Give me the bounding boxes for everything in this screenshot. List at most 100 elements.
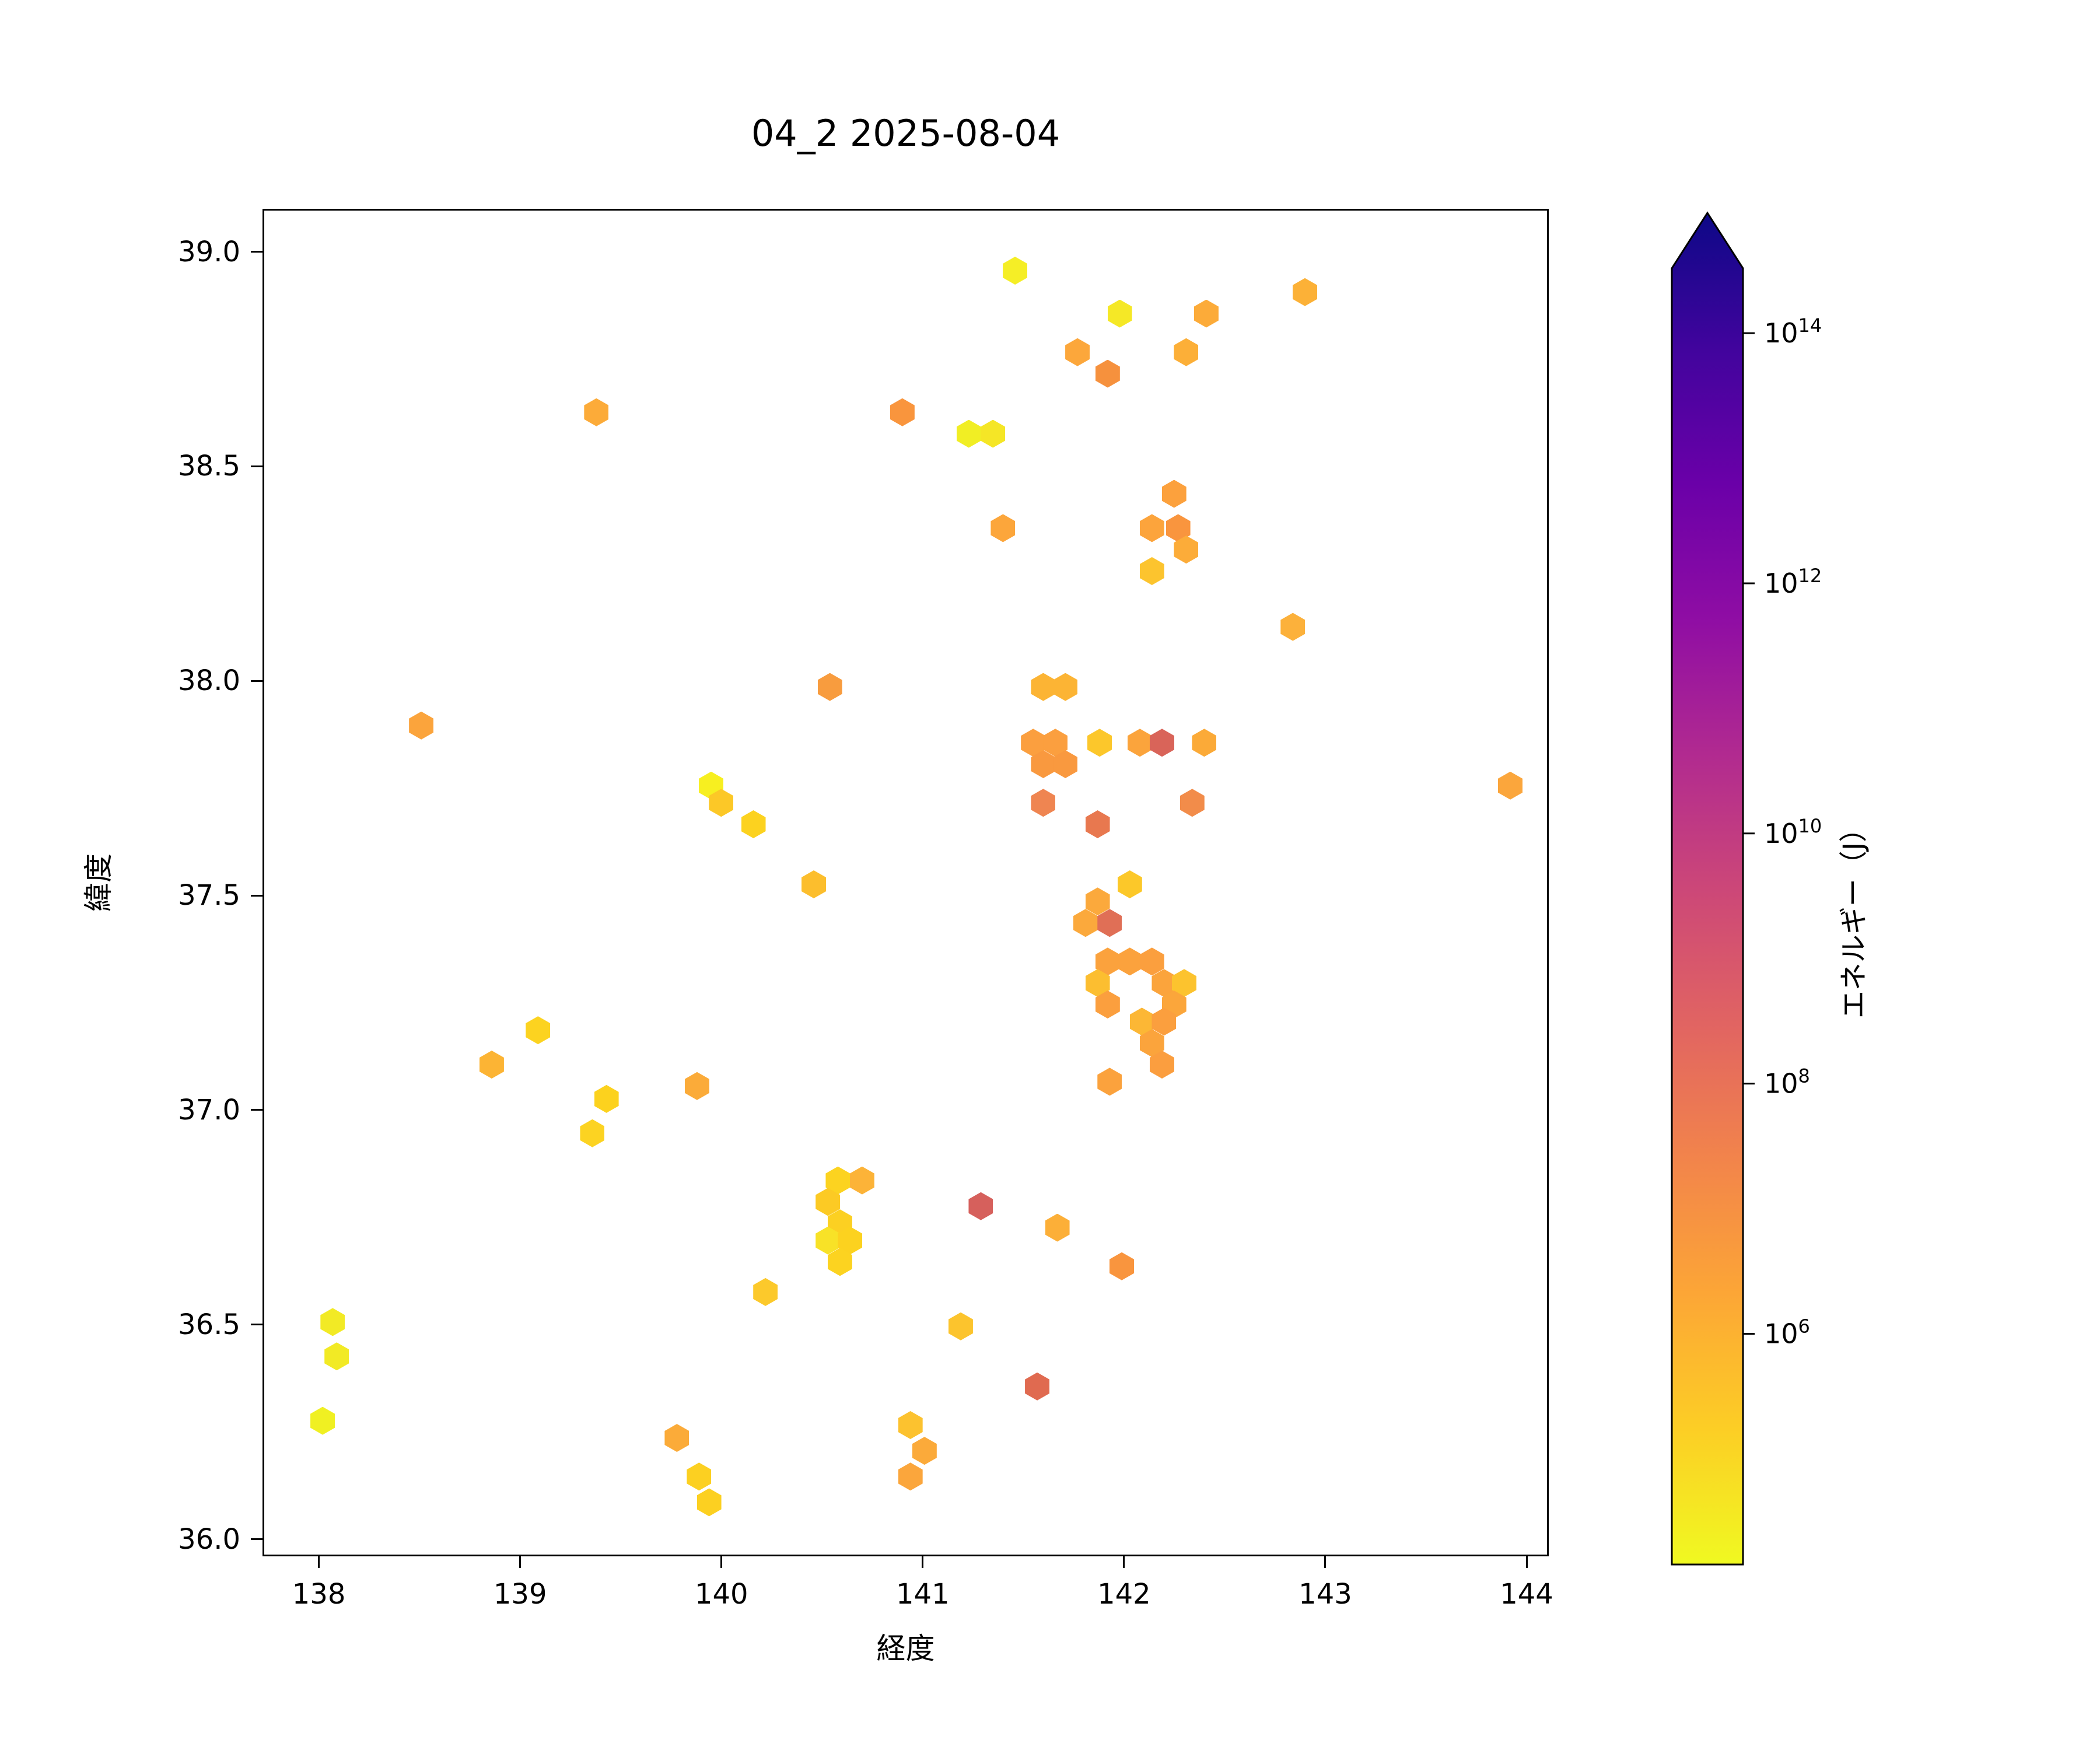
x-tick-label: 144	[1500, 1578, 1553, 1611]
hexbin-point	[1085, 887, 1110, 916]
hexbin-point	[1107, 299, 1132, 328]
hexbin-point	[687, 1462, 712, 1491]
hexbin-point	[1097, 909, 1122, 937]
hexbin-point	[898, 1410, 923, 1439]
hexbin-point	[664, 1424, 690, 1452]
hexbin-point	[1031, 673, 1056, 701]
hexbin-point	[817, 673, 842, 701]
hexbin-point	[1095, 359, 1120, 388]
hexbin-point	[753, 1278, 778, 1306]
y-tick-mark	[251, 1324, 262, 1326]
hexbin-point	[1053, 673, 1078, 701]
x-tick-label: 142	[1097, 1578, 1151, 1611]
hexbin-point	[1152, 1007, 1177, 1036]
hexbin-point	[1150, 729, 1174, 757]
hexbin-point	[1161, 480, 1186, 508]
hexbin-point	[849, 1166, 874, 1195]
hexbin-point	[827, 1248, 852, 1276]
hexbin-point	[948, 1312, 973, 1340]
plot-area	[262, 209, 1549, 1556]
hexbin-point	[890, 398, 915, 426]
x-tick-label: 138	[292, 1578, 346, 1611]
y-tick-mark	[251, 680, 262, 682]
hexbin-point	[324, 1342, 349, 1371]
y-tick-label: 38.5	[178, 450, 240, 483]
x-tick-mark	[1525, 1556, 1528, 1568]
hexbin-point	[1085, 810, 1110, 838]
hexbin-point	[991, 514, 1016, 542]
hexbin-point	[1117, 870, 1142, 898]
hexbin-point	[1128, 729, 1153, 757]
colorbar-tick-label: 1012	[1764, 565, 1822, 599]
hexbin-point	[310, 1406, 335, 1435]
x-tick-label: 143	[1298, 1578, 1352, 1611]
hexbin-point	[320, 1308, 345, 1336]
hexbin-point	[1150, 1050, 1174, 1079]
hexbin-point	[409, 711, 434, 740]
chart-title: 04_2 2025-08-04	[751, 112, 1060, 155]
hexbin-point	[709, 789, 734, 817]
hexbin-point	[1117, 947, 1142, 976]
x-axis-label: 経度	[876, 1632, 935, 1665]
y-tick-mark	[251, 1538, 262, 1541]
hexbin-point	[1280, 612, 1306, 641]
hexbin-point	[479, 1050, 504, 1079]
y-tick-label: 39.0	[178, 235, 240, 268]
colorbar-gradient-bar	[1671, 211, 1744, 1566]
x-tick-mark	[318, 1556, 320, 1568]
hexbin-point	[526, 1016, 551, 1045]
colorbar-tick-label: 1014	[1764, 314, 1822, 349]
hexbin-point	[1139, 514, 1164, 542]
hexbin-point	[580, 1119, 605, 1147]
hexbin-point	[1095, 990, 1120, 1019]
hexbin-point	[1031, 789, 1056, 817]
hexbin-point	[1097, 1068, 1122, 1096]
hexbin-point	[1180, 789, 1205, 817]
hexbin-point	[1293, 278, 1317, 306]
hexbin-point	[584, 398, 609, 426]
colorbar: 106 108 1010 1012 1014 エネルギー（J）	[1671, 211, 1870, 1566]
colorbar-tick-label: 108	[1764, 1065, 1810, 1100]
hexbin-point	[741, 810, 766, 838]
x-tick-label: 140	[694, 1578, 748, 1611]
hexbin-point	[1087, 729, 1112, 757]
y-tick-label: 37.0	[178, 1093, 240, 1126]
x-tick-mark	[720, 1556, 723, 1568]
hexbin-point	[956, 419, 981, 448]
hexbin-point	[1139, 556, 1164, 585]
x-tick-mark	[519, 1556, 522, 1568]
hexbin-point	[816, 1188, 841, 1216]
hexbin-point	[1031, 750, 1056, 778]
hexbin-point	[1174, 338, 1199, 366]
y-tick-label: 37.5	[178, 879, 240, 912]
hexbin-point	[1497, 771, 1522, 800]
hexbin-point	[1194, 299, 1219, 328]
hexbin-point	[1053, 750, 1078, 778]
hexbin-point	[1045, 1213, 1070, 1242]
hexbin-point	[981, 419, 1006, 448]
colorbar-tick-label: 1010	[1764, 815, 1822, 849]
hexbin-point	[594, 1084, 619, 1113]
hexbin-point	[1192, 729, 1217, 757]
colorbar-label: エネルギー（J）	[1838, 814, 1870, 1019]
y-tick-mark	[251, 465, 262, 467]
hexbin-point	[968, 1192, 993, 1220]
x-tick-label: 141	[896, 1578, 950, 1611]
y-tick-mark	[251, 894, 262, 897]
x-tick-label: 139	[493, 1578, 547, 1611]
hexbin-point	[1025, 1372, 1050, 1401]
y-tick-mark	[251, 1109, 262, 1111]
hexbin-point	[816, 1226, 841, 1255]
hexbin-point	[898, 1462, 923, 1491]
colorbar-tick-label: 106	[1764, 1315, 1810, 1349]
hexbin-point	[1003, 256, 1028, 285]
hexbin-point	[1073, 909, 1098, 937]
x-tick-mark	[1123, 1556, 1125, 1568]
y-tick-mark	[251, 251, 262, 253]
x-tick-mark	[922, 1556, 924, 1568]
y-axis-label: 緯度	[82, 853, 116, 912]
hexbin-point	[1065, 338, 1090, 366]
hexbin-point	[1110, 1252, 1134, 1280]
y-tick-label: 36.5	[178, 1308, 240, 1341]
